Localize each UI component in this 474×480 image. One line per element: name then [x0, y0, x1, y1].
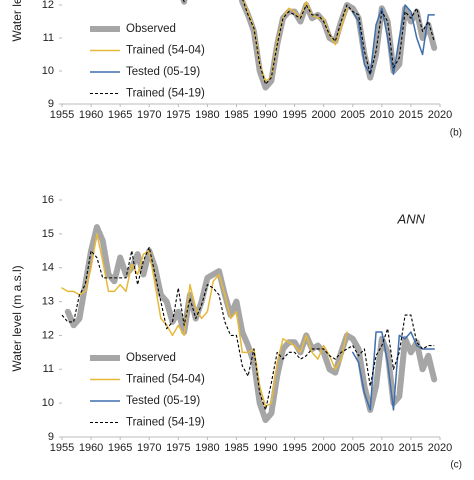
x-tick-label: 1955: [50, 442, 74, 454]
panel-label: (b): [450, 128, 462, 139]
y-tick-label: 10: [42, 65, 54, 77]
x-tick-label: 1985: [224, 109, 248, 121]
y-tick-label: 12: [42, 329, 54, 341]
y-tick-label: 16: [42, 194, 54, 206]
legend-label: Observed: [126, 352, 176, 364]
x-tick-label: 2010: [370, 109, 394, 121]
x-tick-label: 1970: [137, 109, 161, 121]
y-axis-label: Water level (m a.s.l): [10, 265, 24, 371]
x-tick-label: 2015: [399, 109, 423, 121]
y-tick-label: 12: [42, 0, 54, 11]
series-line: [352, 4, 435, 76]
series-line: [61, 233, 348, 408]
series-line: [64, 224, 438, 424]
legend-label: Trained (54-04): [126, 45, 205, 57]
y-axis-label: Water level (m a.s.l): [10, 0, 24, 42]
x-tick-label: 1955: [50, 109, 74, 121]
panel: 9 10 11 12 1955 1960 1965 1970 1975 1980 1985 1990 1…: [10, 0, 462, 139]
x-tick-label: 2010: [370, 442, 394, 454]
x-tick-label: 1970: [137, 442, 161, 454]
y-tick-label: 15: [42, 228, 54, 240]
x-tick-label: 1975: [166, 109, 190, 121]
legend-label: Tested (05-19): [126, 66, 200, 78]
x-tick-label: 1975: [166, 442, 190, 454]
y-tick-label: 14: [42, 262, 54, 274]
x-tick-label: 1990: [253, 442, 277, 454]
y-tick-label: 13: [42, 295, 54, 307]
x-tick-label: 1965: [108, 109, 132, 121]
series-line: [182, 0, 435, 85]
x-tick-label: 1980: [195, 109, 219, 121]
y-tick-label: 11: [43, 363, 54, 375]
x-tick-label: 1990: [253, 109, 277, 121]
x-tick-label: 1980: [195, 442, 219, 454]
legend-label: Trained (54-04): [126, 374, 205, 386]
x-tick-label: 1995: [282, 109, 306, 121]
legend-label: Trained (54-19): [126, 417, 205, 429]
panel: 9 10 11 12 13 14 15 16 1955 1960 1965 1970 1975 1980 1…: [10, 194, 462, 471]
x-tick-label: 2000: [311, 442, 335, 454]
series-line: [180, 0, 438, 91]
x-tick-label: 2020: [428, 109, 452, 121]
series-line: [242, 0, 348, 82]
y-tick-label: 10: [42, 397, 54, 409]
x-tick-label: 1995: [282, 442, 306, 454]
x-tick-label: 2020: [428, 442, 452, 454]
legend-label: Observed: [126, 23, 176, 35]
x-tick-label: 1960: [79, 442, 103, 454]
x-tick-label: 2005: [341, 109, 365, 121]
x-tick-label: 2015: [399, 442, 423, 454]
x-tick-label: 1985: [224, 442, 248, 454]
x-tick-label: 2000: [311, 109, 335, 121]
legend-label: Trained (54-19): [126, 88, 205, 100]
y-tick-label: 9: [48, 431, 54, 443]
y-tick-label: 9: [48, 98, 54, 110]
annotation: ANN: [397, 211, 426, 226]
x-tick-label: 1965: [108, 442, 132, 454]
x-tick-label: 1960: [79, 109, 103, 121]
panel-label: (c): [450, 460, 462, 471]
series-line: [352, 331, 435, 411]
y-tick-label: 11: [43, 32, 54, 44]
legend-label: Tested (05-19): [126, 395, 200, 407]
x-tick-label: 2005: [341, 442, 365, 454]
